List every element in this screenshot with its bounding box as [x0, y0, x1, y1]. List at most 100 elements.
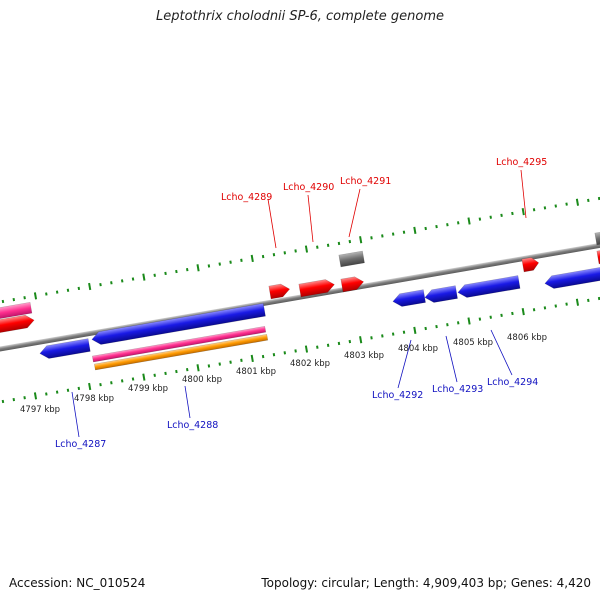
major-tick: [33, 292, 38, 300]
forward-gene-1: [268, 283, 291, 300]
minor-tick: [12, 397, 16, 402]
forward-gene-4: [521, 257, 540, 273]
minor-tick: [587, 198, 590, 203]
minor-tick: [316, 245, 319, 249]
minor-tick: [207, 364, 211, 368]
minor-tick: [1, 399, 5, 404]
minor-tick: [120, 379, 124, 383]
minor-tick: [99, 382, 102, 387]
minor-tick: [218, 262, 221, 266]
minor-tick: [500, 213, 503, 218]
leader-line: [267, 198, 277, 249]
major-tick: [413, 326, 417, 334]
minor-tick: [45, 392, 48, 396]
reverse-gene-1: [91, 303, 266, 345]
minor-tick: [391, 332, 395, 336]
minor-tick: [55, 390, 59, 394]
minor-tick: [45, 292, 48, 296]
leader-line: [71, 391, 80, 438]
minor-tick: [565, 302, 568, 306]
reverse-scale-ticks: [1, 296, 600, 404]
major-tick: [142, 373, 146, 381]
minor-tick: [229, 360, 232, 364]
minor-tick: [511, 311, 514, 316]
minor-tick: [565, 202, 568, 206]
minor-tick: [23, 396, 26, 400]
reverse-gene-label: Lcho_4293: [432, 384, 483, 395]
minor-tick: [381, 334, 384, 338]
genome-summary-text: Topology: circular; Length: 4,909,403 bp…: [261, 576, 591, 590]
minor-tick: [424, 326, 427, 331]
major-tick: [88, 382, 92, 391]
minor-tick: [55, 290, 59, 294]
major-tick: [575, 298, 580, 306]
minor-tick: [554, 304, 558, 308]
major-tick: [250, 254, 254, 263]
minor-tick: [587, 298, 590, 303]
minor-tick: [532, 208, 536, 212]
minor-tick: [164, 271, 167, 276]
major-tick: [196, 364, 200, 372]
major-tick: [304, 245, 309, 253]
minor-tick: [294, 249, 297, 253]
minor-tick: [66, 288, 70, 292]
minor-tick: [23, 296, 26, 300]
map-labels: 4797 kbp 4798 kbp 4799 kbp 4800 kbp 4801 kbp…: [20, 157, 547, 450]
minor-tick: [153, 373, 156, 377]
leader-line: [348, 188, 361, 238]
reverse-gene-5: [544, 266, 600, 289]
minor-tick: [478, 317, 482, 321]
major-tick: [304, 345, 309, 353]
minor-tick: [175, 269, 178, 274]
reverse-gene-3: [424, 285, 458, 303]
accession-text: Accession: NC_010524: [9, 576, 146, 590]
minor-tick: [131, 377, 135, 381]
kbp-label: 4797 kbp: [20, 405, 60, 415]
major-tick: [196, 264, 200, 272]
minor-tick: [77, 286, 81, 291]
minor-tick: [543, 306, 547, 310]
minor-tick: [370, 336, 373, 340]
minor-tick: [110, 381, 113, 385]
label-leader-lines: [71, 169, 527, 438]
leader-line: [520, 169, 527, 219]
minor-tick: [554, 204, 558, 208]
minor-tick: [381, 234, 384, 238]
forward-gene-label: Lcho_4289: [221, 192, 272, 203]
minor-tick: [131, 277, 135, 281]
forward-gene-3: [340, 276, 364, 293]
forward-scale-ticks: [1, 196, 600, 304]
minor-tick: [370, 236, 373, 240]
leader-line: [307, 194, 314, 243]
kbp-label: 4802 kbp: [290, 359, 330, 369]
kbp-label: 4803 kbp: [344, 351, 384, 361]
minor-tick: [435, 224, 438, 229]
minor-tick: [153, 273, 156, 277]
leader-line: [184, 385, 191, 419]
major-tick: [88, 282, 92, 291]
minor-tick: [402, 230, 406, 234]
leader-line: [490, 329, 513, 376]
minor-tick: [185, 268, 189, 272]
minor-tick: [164, 371, 167, 376]
major-tick: [467, 217, 471, 225]
kbp-label: 4798 kbp: [74, 394, 114, 404]
minor-tick: [120, 279, 124, 283]
minor-tick: [337, 341, 341, 346]
minor-tick: [489, 315, 492, 319]
kbp-label: 4800 kbp: [182, 375, 222, 385]
minor-tick: [99, 282, 102, 287]
kbp-label: 4805 kbp: [453, 338, 493, 348]
minor-tick: [316, 345, 319, 349]
minor-tick: [478, 217, 482, 221]
kbp-label: 4799 kbp: [128, 384, 168, 394]
minor-tick: [283, 251, 287, 255]
minor-tick: [511, 211, 514, 216]
major-tick: [142, 273, 146, 281]
minor-tick: [456, 321, 460, 325]
reverse-gene-0: [39, 338, 91, 359]
major-tick: [521, 207, 525, 216]
reverse-gene-label: Lcho_4288: [167, 420, 218, 431]
